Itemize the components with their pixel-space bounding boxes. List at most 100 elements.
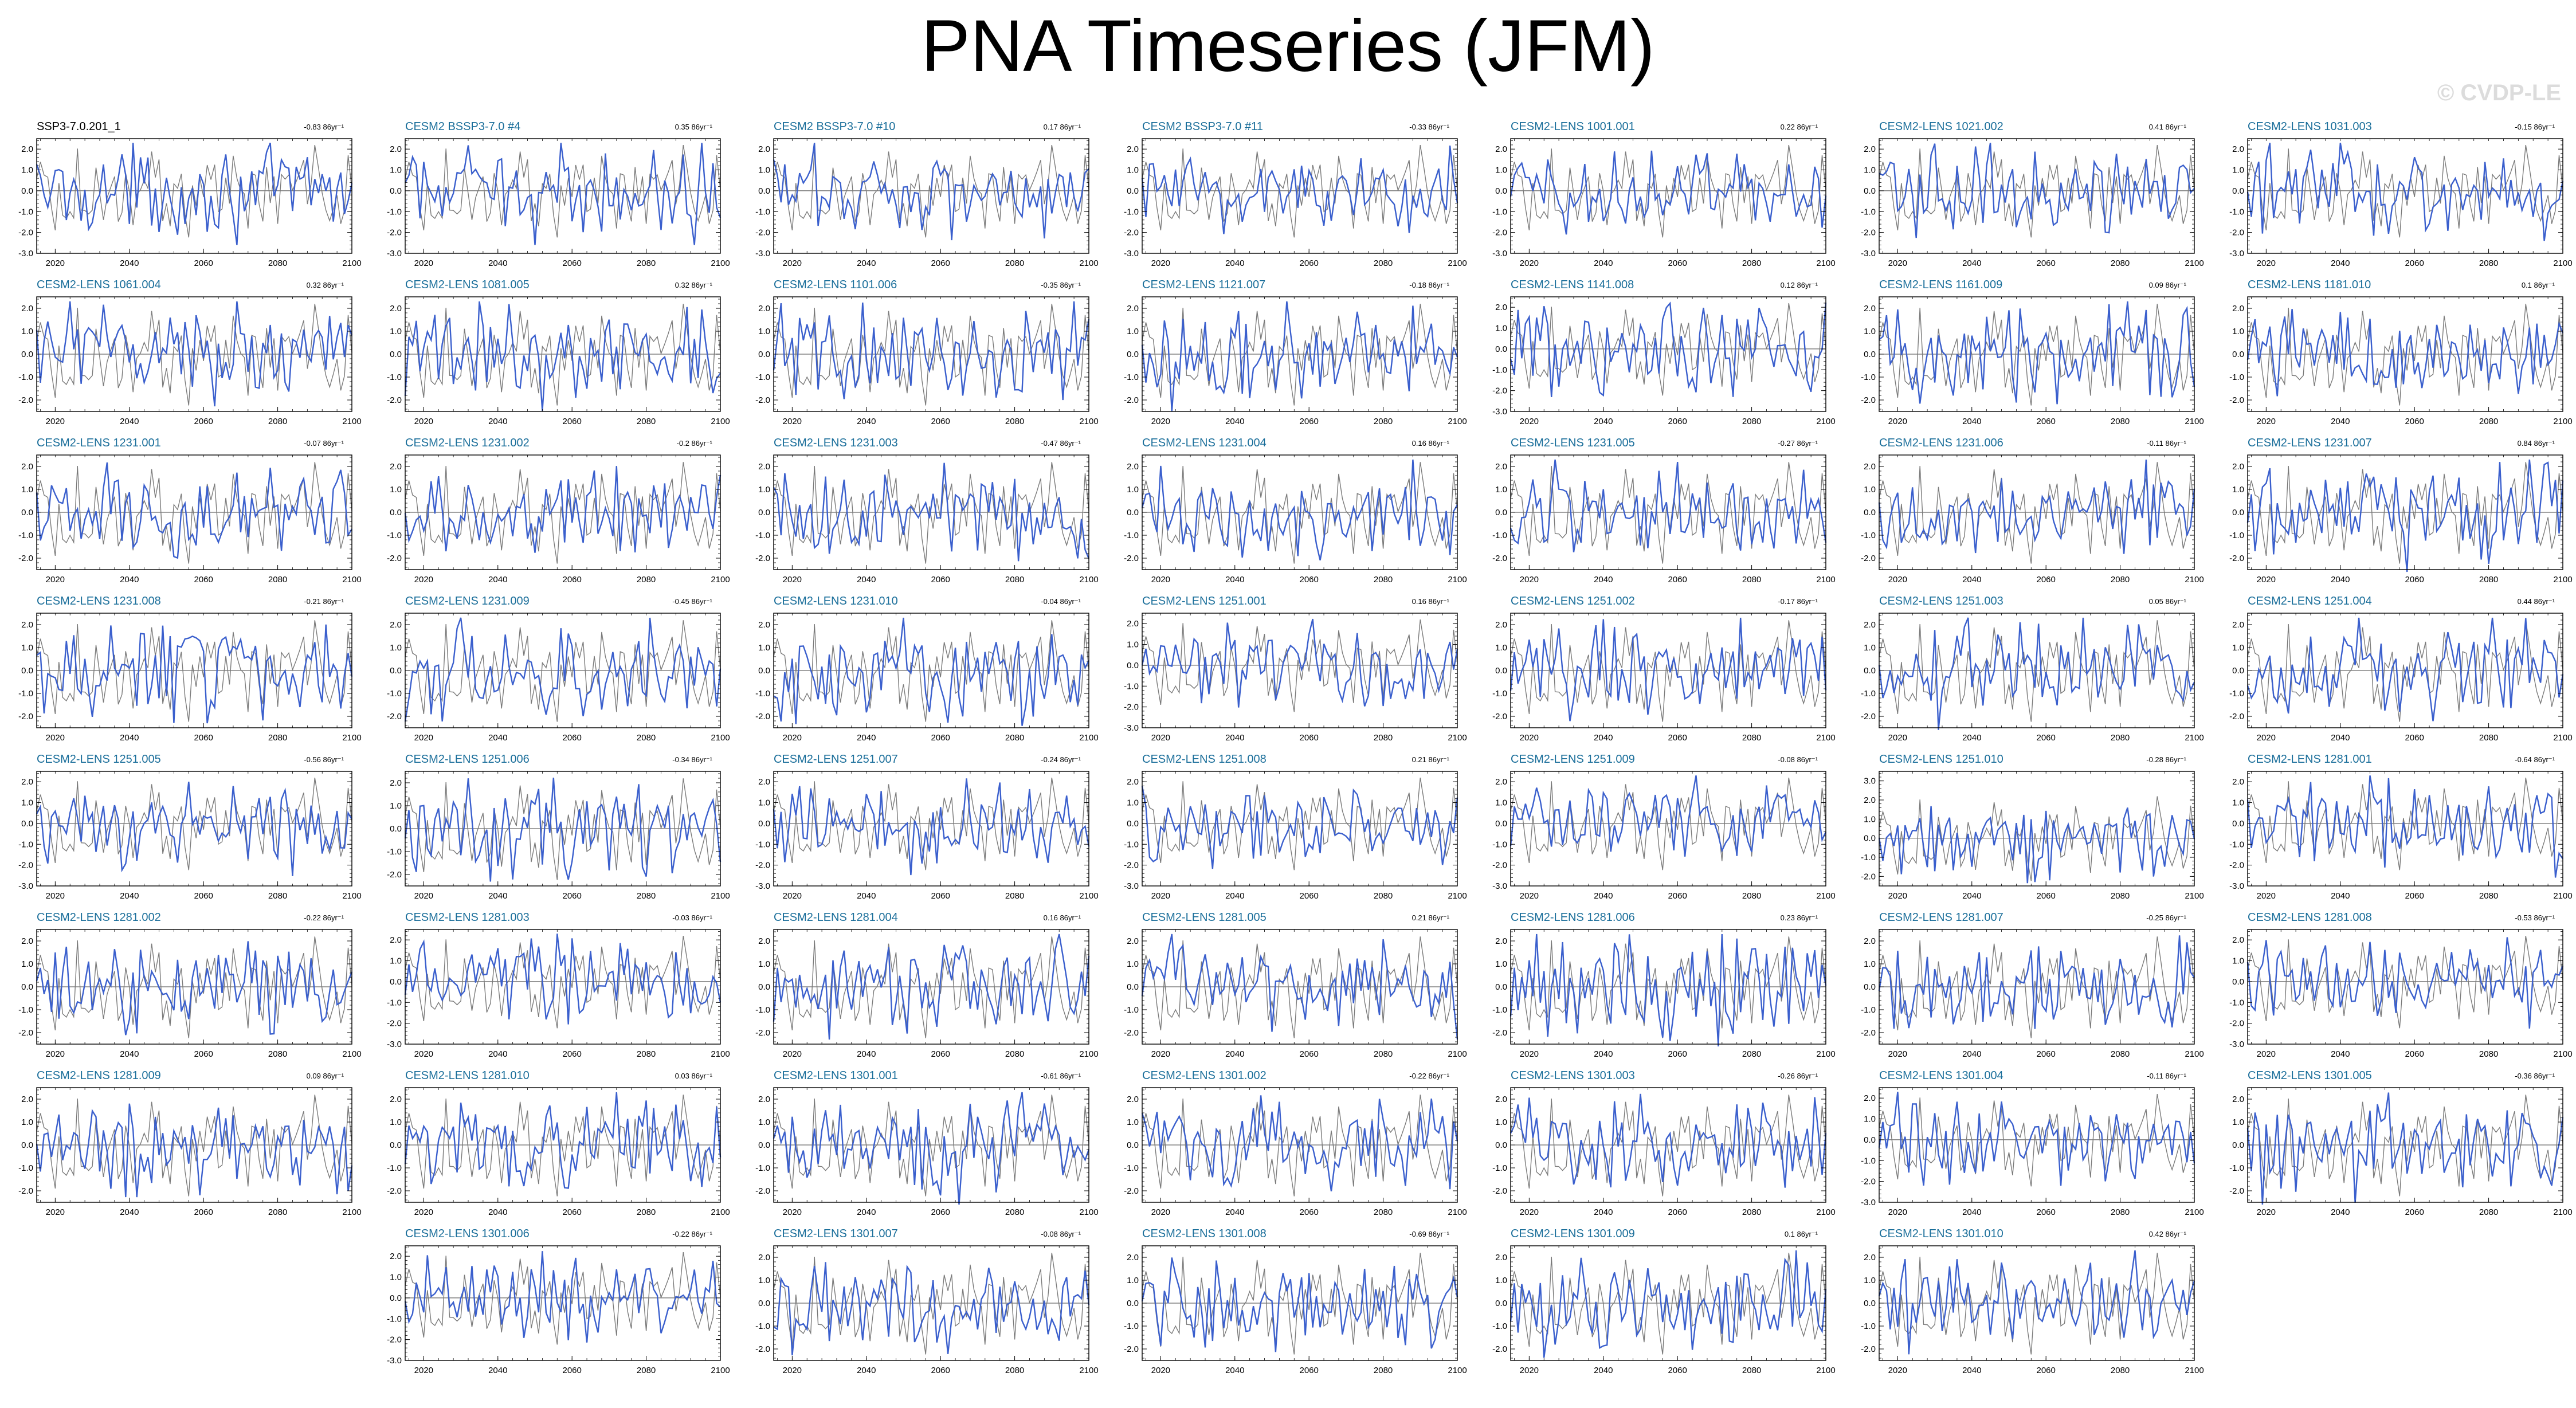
observed-series-line bbox=[1879, 304, 2195, 406]
y-tick-label: 0.0 bbox=[21, 508, 33, 517]
y-tick-label: 0.0 bbox=[390, 350, 402, 359]
y-tick-label: -2.0 bbox=[755, 395, 770, 405]
x-tick-label: 2020 bbox=[783, 891, 802, 901]
member-series-line bbox=[773, 617, 1090, 726]
observed-series-line bbox=[36, 462, 352, 564]
x-tick-label: 2040 bbox=[2331, 575, 2350, 585]
y-tick-label: -1.0 bbox=[18, 1005, 33, 1015]
member-series-line bbox=[404, 778, 722, 882]
y-tick-label: 1.0 bbox=[758, 798, 770, 808]
y-tick-label: 0.0 bbox=[1495, 508, 1507, 517]
panel-title: CESM2-LENS 1251.008 bbox=[1142, 753, 1267, 766]
y-tick-label: 1.0 bbox=[758, 959, 770, 969]
x-tick-label: 2080 bbox=[637, 1049, 656, 1059]
y-tick-label: 0.0 bbox=[1127, 982, 1139, 992]
chart-panel: CESM2-LENS 1251.008 0.21 86yr⁻¹ 2.0 1.0 0.0 -… bbox=[1105, 753, 1472, 912]
y-tick-label: -2.0 bbox=[1124, 395, 1139, 405]
panel-plot: 2.0 1.0 0.0 -1.0 -2.0 2020 2040 2060 2080 2100 bbox=[1861, 296, 2204, 426]
panel-plot: 2.0 1.0 0.0 -1.0 -2.0 2020 2040 2060 2080 2100 bbox=[1492, 454, 1836, 585]
observed-series-line bbox=[1879, 144, 2195, 238]
member-series-line bbox=[1141, 459, 1458, 560]
y-tick-label: -2.0 bbox=[387, 1019, 402, 1029]
y-tick-label: 1.0 bbox=[21, 327, 33, 336]
y-tick-label: 2.0 bbox=[758, 620, 770, 630]
member-series-line bbox=[2246, 617, 2564, 721]
panel-plot: 2.0 1.0 0.0 -1.0 -2.0 2020 2040 2060 2080 2100 bbox=[755, 296, 1099, 426]
x-tick-label: 2040 bbox=[120, 1049, 139, 1059]
panel-trend-label: -0.22 86yr⁻¹ bbox=[304, 913, 344, 922]
panel-plot: 2.0 1.0 0.0 -1.0 -2.0 2020 2040 2060 2080 2100 bbox=[1492, 613, 1836, 743]
chart-panel: CESM2-LENS 1231.008 -0.21 86yr⁻¹ 2.0 1.0 0.0… bbox=[0, 595, 367, 754]
y-tick-label: 2.0 bbox=[2232, 144, 2244, 154]
x-tick-label: 2020 bbox=[783, 1049, 802, 1059]
x-tick-label: 2060 bbox=[2405, 575, 2424, 585]
x-tick-label: 2040 bbox=[1594, 891, 1613, 901]
y-tick-label: -1.0 bbox=[18, 207, 33, 217]
panel-title: CESM2-LENS 1251.005 bbox=[37, 753, 161, 766]
x-tick-label: 2080 bbox=[1374, 417, 1393, 426]
y-tick-label: 1.0 bbox=[2232, 485, 2244, 495]
y-tick-label: 2.0 bbox=[1127, 619, 1139, 629]
panel-plot: 2.0 1.0 0.0 -1.0 -2.0 2020 2040 2060 2080 2100 bbox=[387, 771, 730, 901]
panel-title: CESM2-LENS 1161.009 bbox=[1879, 279, 2003, 291]
y-tick-label: -1.0 bbox=[1492, 840, 1507, 849]
panel-plot: 2.0 1.0 0.0 -1.0 -2.0 -3.0 2020 2040 2060 2080 210… bbox=[755, 138, 1099, 268]
chart-panel: CESM2 BSSP3-7.0 #10 0.17 86yr⁻¹ 2.0 1.0 0.0 -… bbox=[737, 120, 1104, 280]
panel-trend-label: -0.27 86yr⁻¹ bbox=[1778, 439, 1818, 448]
panel-plot: 2.0 1.0 0.0 -1.0 -2.0 2020 2040 2060 2080 2100 bbox=[755, 929, 1099, 1059]
member-series-line bbox=[1141, 145, 1458, 234]
panel-trend-label: -0.45 86yr⁻¹ bbox=[672, 597, 712, 606]
member-series-line bbox=[2246, 459, 2564, 572]
member-series-line bbox=[1509, 617, 1827, 721]
x-tick-label: 2080 bbox=[1742, 258, 1761, 268]
panel-plot: 2.0 1.0 0.0 -1.0 -2.0 2020 2040 2060 2080 2100 bbox=[18, 613, 362, 743]
panel-title: CESM2-LENS 1251.001 bbox=[1142, 595, 1267, 607]
x-tick-label: 2060 bbox=[931, 575, 950, 585]
y-tick-label: -1.0 bbox=[2229, 840, 2244, 849]
y-tick-label: 0.0 bbox=[758, 186, 770, 196]
x-tick-label: 2080 bbox=[2479, 575, 2498, 585]
observed-series-line bbox=[1142, 777, 1458, 870]
y-tick-label: -1.0 bbox=[1124, 840, 1139, 849]
chart-panel: CESM2-LENS 1281.003 -0.03 86yr⁻¹ 2.0 1.0 0.0… bbox=[368, 911, 735, 1070]
chart-panel: CESM2-LENS 1251.002 -0.17 86yr⁻¹ 2.0 1.0 0.0… bbox=[1474, 595, 1841, 754]
observed-series-line bbox=[2247, 304, 2563, 406]
y-tick-label: 0.0 bbox=[21, 350, 33, 359]
x-tick-label: 2060 bbox=[1299, 575, 1318, 585]
panel-title: CESM2-LENS 1231.003 bbox=[774, 437, 898, 449]
x-tick-label: 2060 bbox=[562, 891, 581, 901]
x-tick-label: 2080 bbox=[1005, 1049, 1024, 1059]
y-tick-label: -2.0 bbox=[2229, 228, 2244, 238]
y-tick-label: -1.0 bbox=[387, 998, 402, 1007]
chart-panel: SSP3-7.0.201_1 -0.83 86yr⁻¹ 2.0 1.0 0.0 -1.0 -… bbox=[0, 120, 367, 280]
y-tick-label: 0.0 bbox=[390, 977, 402, 987]
y-tick-label: -1.0 bbox=[1124, 681, 1139, 691]
y-tick-label: 0.0 bbox=[2232, 508, 2244, 517]
panel-trend-label: -0.47 86yr⁻¹ bbox=[1041, 439, 1081, 448]
y-tick-label: 0.0 bbox=[1127, 819, 1139, 829]
y-tick-label: 0.0 bbox=[758, 982, 770, 992]
y-tick-label: -3.0 bbox=[1492, 881, 1507, 891]
y-tick-label: -3.0 bbox=[2229, 249, 2244, 258]
x-tick-label: 2020 bbox=[414, 417, 433, 426]
x-tick-label: 2020 bbox=[1888, 575, 1907, 585]
x-tick-label: 2040 bbox=[488, 575, 507, 585]
x-tick-label: 2100 bbox=[2553, 258, 2572, 268]
chart-panel: CESM2-LENS 1081.005 0.32 86yr⁻¹ 2.0 1.0 0.0 -… bbox=[368, 279, 735, 438]
y-tick-label: 0.0 bbox=[21, 666, 33, 676]
y-tick-label: -3.0 bbox=[1492, 407, 1507, 417]
panel-title: CESM2-LENS 1231.002 bbox=[405, 437, 530, 449]
panel-trend-label: -0.33 86yr⁻¹ bbox=[1409, 123, 1449, 131]
panel-plot: 2.0 1.0 0.0 -1.0 -2.0 -3.0 2020 2040 2060 2080 210… bbox=[387, 929, 730, 1059]
y-tick-label: -1.0 bbox=[2229, 689, 2244, 699]
x-tick-label: 2100 bbox=[1079, 258, 1098, 268]
x-tick-label: 2020 bbox=[414, 258, 433, 268]
x-tick-label: 2040 bbox=[1962, 891, 1981, 901]
plot-frame bbox=[2247, 771, 2563, 887]
y-tick-label: 1.0 bbox=[21, 166, 33, 175]
member-series-line bbox=[773, 934, 1090, 1040]
x-tick-label: 2020 bbox=[1151, 575, 1170, 585]
x-tick-label: 2100 bbox=[711, 258, 730, 268]
x-tick-label: 2020 bbox=[1888, 733, 1907, 743]
plot-frame bbox=[1879, 771, 2195, 887]
